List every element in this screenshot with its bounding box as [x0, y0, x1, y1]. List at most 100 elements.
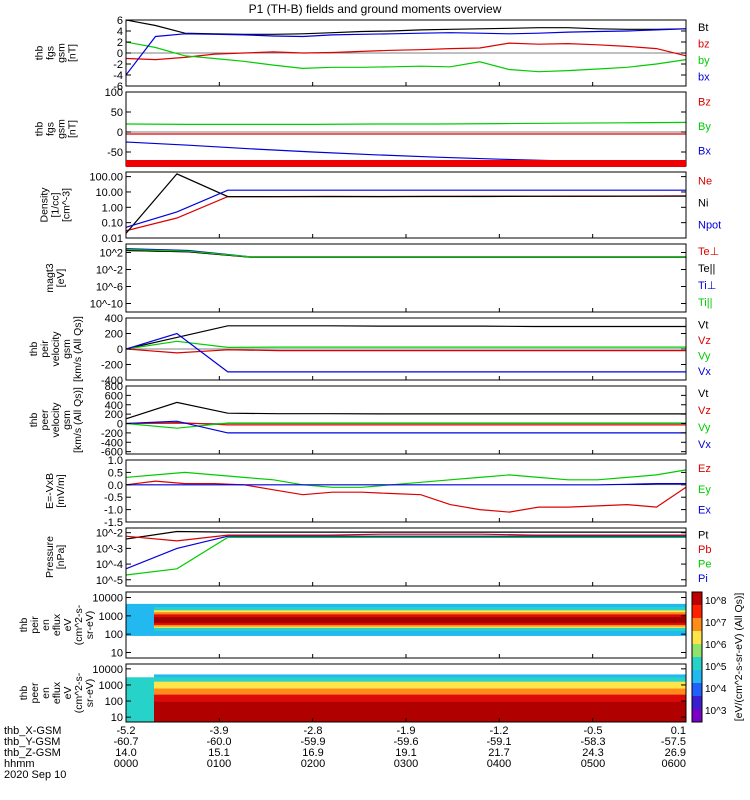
colorbar-segment: [692, 644, 702, 658]
y-tick-label: 10: [111, 712, 123, 724]
spectrogram-band: [154, 635, 686, 658]
y-tick-label: 100: [105, 696, 123, 708]
y-tick-label: 6: [117, 15, 123, 27]
footer-value: -1.2: [490, 725, 509, 737]
legend-item: Bx: [698, 146, 711, 158]
y-tick-label: 400: [105, 313, 123, 325]
y-axis-label-line: Density: [39, 187, 51, 223]
footer-row-label: thb_Y-GSM: [4, 736, 60, 748]
footer-value: 21.7: [488, 747, 509, 759]
y-axis-label: thbpeirvelocitygsm[km/s (All Qs)]: [28, 316, 84, 382]
y-axis-label: thbpeerenefluxeV(cm^2-s-sr-eV): [18, 672, 96, 713]
series-bt: [125, 19, 687, 35]
legend-item: Te||: [698, 263, 715, 275]
y-axis-label-line: [mV/m]: [55, 474, 67, 507]
panel-9: 10000 1000 100 10 thbpeirenefluxeV(cm^2-s-sr…: [18, 591, 687, 659]
y-axis-label: thbpeervelocitygsm[km/s (All Qs)]: [28, 387, 84, 453]
y-tick-label: 10^-3: [96, 543, 123, 555]
footer-date: 2020 Sep 10: [4, 769, 66, 781]
y-axis-label-line: [km/s (All Qs)]: [72, 387, 84, 453]
y-axis-label: Pressure[nPa]: [44, 536, 67, 578]
series-bz: [125, 42, 687, 61]
legend-item: Bt: [698, 22, 708, 34]
legend-item: Bz: [698, 96, 711, 108]
panel-7: 1.00.50.0-0.5-1.0-1.5 E=-VxB[mV/m] Ez Ey Ex: [44, 455, 712, 529]
y-tick-label: -4: [113, 70, 123, 82]
y-axis-label-line: Pressure: [44, 536, 56, 578]
panel-3: 100.00 10.00 1.00 0.10 0.01 Density[1/cc][cm^…: [39, 171, 721, 245]
footer-value: -0.5: [584, 725, 603, 737]
y-axis-label-line: gsm: [55, 119, 67, 139]
colorbar-tick-label: 10^7: [705, 618, 727, 629]
colorbar-frame: [691, 591, 703, 723]
spectrogram-band: [126, 677, 154, 722]
spectrogram-band: [154, 617, 686, 623]
colorbar-segment: [692, 657, 702, 671]
series-ez: [125, 480, 687, 513]
y-axis-label: Density[1/cc][cm^-3]: [39, 187, 73, 223]
spectrogram-band: [154, 701, 686, 722]
colorbar-segment: [692, 605, 702, 619]
y-axis-label-line: peer: [39, 409, 51, 431]
y-axis-label: thbpeirenefluxeV(cm^2-s-sr-eV): [18, 604, 96, 645]
panel-4: 10^2 10^-2 10^-6 10^-10 magt3[eV] Te⊥ Te|| Ti⊥ T…: [44, 243, 719, 313]
y-axis-label-line: fgs: [44, 122, 56, 136]
footer-value: 0600: [662, 758, 686, 770]
y-tick-label: -50: [107, 147, 123, 159]
footer-value: -57.5: [661, 736, 686, 748]
footer-value: 0000: [114, 758, 138, 770]
series-ey: [125, 469, 687, 488]
y-tick-label: 50: [111, 107, 123, 119]
y-axis-label-line: velocity: [50, 402, 62, 438]
y-tick-label: 10^2: [99, 248, 123, 260]
footer-value: -60.0: [206, 736, 231, 748]
legend-item: Ti||: [698, 297, 712, 309]
footer-value: 19.1: [395, 747, 416, 759]
colorbar-segment: [692, 670, 702, 684]
footer-value: 14.0: [115, 747, 136, 759]
y-tick-label: 10^-5: [96, 575, 123, 587]
y-tick-label: 1.0: [108, 455, 123, 467]
series-vz: [125, 421, 686, 426]
y-tick-label: -1.5: [104, 517, 123, 529]
legend-item: Ti⊥: [698, 280, 716, 292]
series-bx: [125, 28, 687, 76]
y-tick-label: 1000: [99, 680, 123, 692]
y-tick-label: -400: [101, 375, 123, 387]
y-axis-label: thbfgsgsm[nT]: [33, 119, 78, 139]
footer-value: 24.3: [582, 747, 603, 759]
legend-item: Npot: [698, 220, 721, 232]
y-axis-label-line: thb: [28, 342, 40, 357]
y-tick-label: 10^-10: [90, 299, 123, 311]
legend-item: bx: [698, 71, 710, 83]
y-axis-label-line: (cm^2-s-: [73, 672, 85, 713]
y-tick-label: 0: [117, 419, 123, 431]
axis-frame: [125, 171, 687, 239]
legend-item: Ez: [698, 463, 711, 475]
y-axis-label-line: thb: [28, 413, 40, 428]
y-tick-label: 100: [105, 629, 123, 641]
y-axis-label-line: [nPa]: [55, 545, 67, 570]
footer-value: -5.2: [117, 725, 136, 737]
series-pi: [125, 535, 686, 570]
y-tick-label: 1.00: [102, 202, 123, 214]
axis-frame: [125, 385, 687, 455]
legend-item: Vx: [698, 439, 711, 451]
y-axis-label-line: sr-eV): [84, 679, 96, 708]
legend-item: Pt: [698, 529, 708, 541]
spectrogram-band: [126, 603, 154, 636]
colorbar-segment: [692, 683, 702, 697]
y-axis-label-line: [cm^-3]: [61, 188, 73, 222]
footer-value: 0500: [581, 758, 605, 770]
footer-value: 15.1: [208, 747, 229, 759]
series-vt: [125, 401, 686, 420]
series-npot: [125, 189, 686, 228]
y-axis-label-line: peer: [29, 682, 41, 704]
footer-value: -59.9: [300, 736, 325, 748]
colorbar-segment: [692, 709, 702, 723]
series-pt: [125, 530, 686, 540]
y-axis-label: magt3[eV]: [44, 263, 67, 292]
